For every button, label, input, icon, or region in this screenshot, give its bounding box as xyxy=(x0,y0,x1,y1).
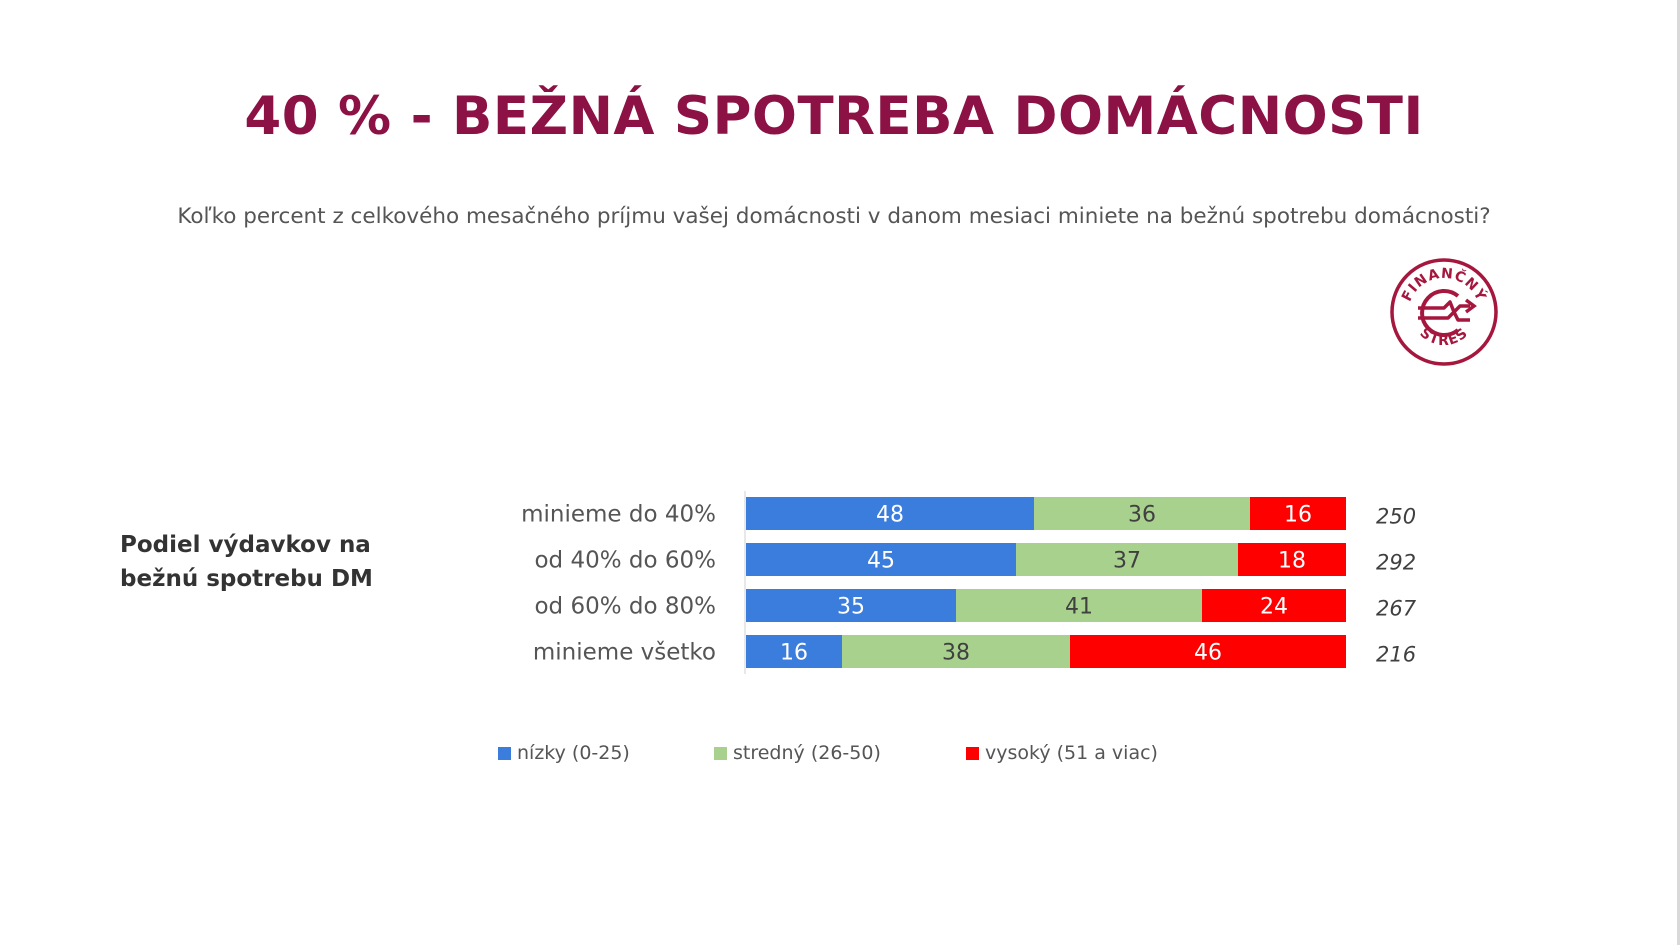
bar-segment xyxy=(746,635,842,668)
category-label: minieme všetko xyxy=(533,640,716,666)
bar-segment xyxy=(1202,589,1346,622)
legend-item: stredný (26-50) xyxy=(714,742,881,764)
data-label: 38 xyxy=(942,641,970,666)
bar-segment xyxy=(1034,497,1250,530)
category-label: od 60% do 80% xyxy=(534,594,716,620)
category-label: minieme do 40% xyxy=(521,502,716,528)
data-label: 24 xyxy=(1260,595,1288,620)
data-label: 36 xyxy=(1128,503,1156,528)
data-label: 37 xyxy=(1113,549,1141,574)
legend-item: nízky (0-25) xyxy=(498,742,630,764)
bar-segment xyxy=(956,589,1202,622)
legend-label: stredný (26-50) xyxy=(733,742,881,764)
financny-stres-logo-icon: FINANČNÝ STRES xyxy=(1390,258,1498,366)
row-group-label: Podiel výdavkov na bežnú spotrebu DM xyxy=(120,532,373,592)
legend-swatch xyxy=(966,746,979,760)
legend-label: vysoký (51 a viac) xyxy=(985,742,1158,764)
legend-swatch xyxy=(714,746,727,760)
legend-swatch xyxy=(498,746,511,760)
data-label: 48 xyxy=(876,503,904,528)
bar-segment xyxy=(746,543,1016,576)
category-label: od 40% do 60% xyxy=(534,548,716,574)
bar-segment xyxy=(1238,543,1346,576)
bar-segment xyxy=(1016,543,1238,576)
sample-size-label: 267 xyxy=(1376,597,1417,621)
bar-segment xyxy=(1070,635,1346,668)
data-label: 45 xyxy=(867,549,895,574)
data-label: 16 xyxy=(780,641,808,666)
data-label: 41 xyxy=(1065,595,1093,620)
sample-size-label: 216 xyxy=(1376,643,1416,667)
data-label: 35 xyxy=(837,595,865,620)
slide-title: 40 % - BEŽNÁ SPOTREBA DOMÁCNOSTI xyxy=(244,86,1424,147)
bar-segment xyxy=(746,589,956,622)
data-label: 16 xyxy=(1284,503,1312,528)
survey-question: Koľko percent z celkového mesačného príj… xyxy=(177,204,1491,229)
bar-segment xyxy=(842,635,1070,668)
legend-label: nízky (0-25) xyxy=(517,742,630,764)
bar-segment xyxy=(1250,497,1346,530)
legend-item: vysoký (51 a viac) xyxy=(966,742,1158,764)
data-label: 18 xyxy=(1278,549,1306,574)
slide-edge xyxy=(1677,0,1680,945)
data-label: 46 xyxy=(1194,641,1222,666)
sample-size-label: 292 xyxy=(1376,551,1416,575)
sample-size-label: 250 xyxy=(1376,505,1416,529)
bar-segment xyxy=(746,497,1034,530)
